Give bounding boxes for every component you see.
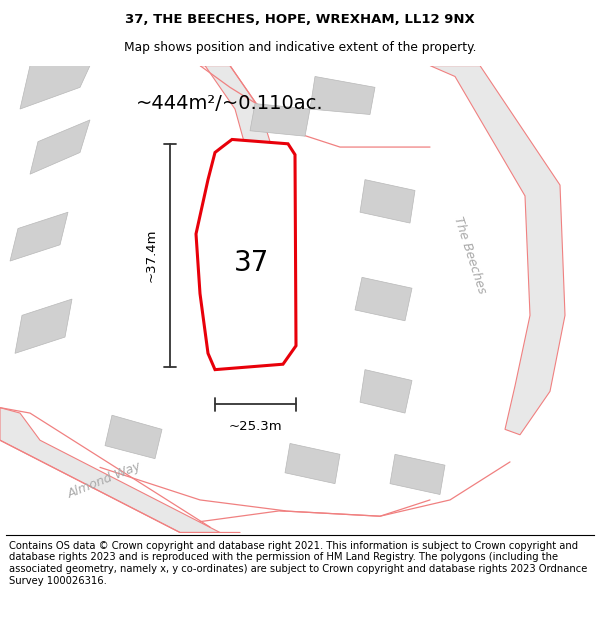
Polygon shape <box>390 454 445 494</box>
Polygon shape <box>360 369 412 413</box>
Text: Map shows position and indicative extent of the property.: Map shows position and indicative extent… <box>124 41 476 54</box>
Text: The Beeches: The Beeches <box>451 216 488 296</box>
Polygon shape <box>430 66 565 435</box>
Polygon shape <box>10 213 68 261</box>
Polygon shape <box>200 66 270 163</box>
Polygon shape <box>250 104 310 136</box>
Text: ~37.4m: ~37.4m <box>145 229 158 282</box>
Polygon shape <box>20 66 90 109</box>
Polygon shape <box>355 278 412 321</box>
Text: ~25.3m: ~25.3m <box>229 419 283 432</box>
Polygon shape <box>310 76 375 114</box>
Polygon shape <box>285 444 340 484</box>
Text: ~444m²/~0.110ac.: ~444m²/~0.110ac. <box>136 94 324 113</box>
Polygon shape <box>105 415 162 459</box>
Polygon shape <box>30 120 90 174</box>
Polygon shape <box>360 179 415 223</box>
Polygon shape <box>15 299 72 353</box>
Text: 37, THE BEECHES, HOPE, WREXHAM, LL12 9NX: 37, THE BEECHES, HOPE, WREXHAM, LL12 9NX <box>125 13 475 26</box>
Text: 37: 37 <box>235 249 269 278</box>
Polygon shape <box>0 408 220 532</box>
Text: Almond Way: Almond Way <box>66 460 144 501</box>
Polygon shape <box>196 139 296 369</box>
Text: Contains OS data © Crown copyright and database right 2021. This information is : Contains OS data © Crown copyright and d… <box>9 541 587 586</box>
